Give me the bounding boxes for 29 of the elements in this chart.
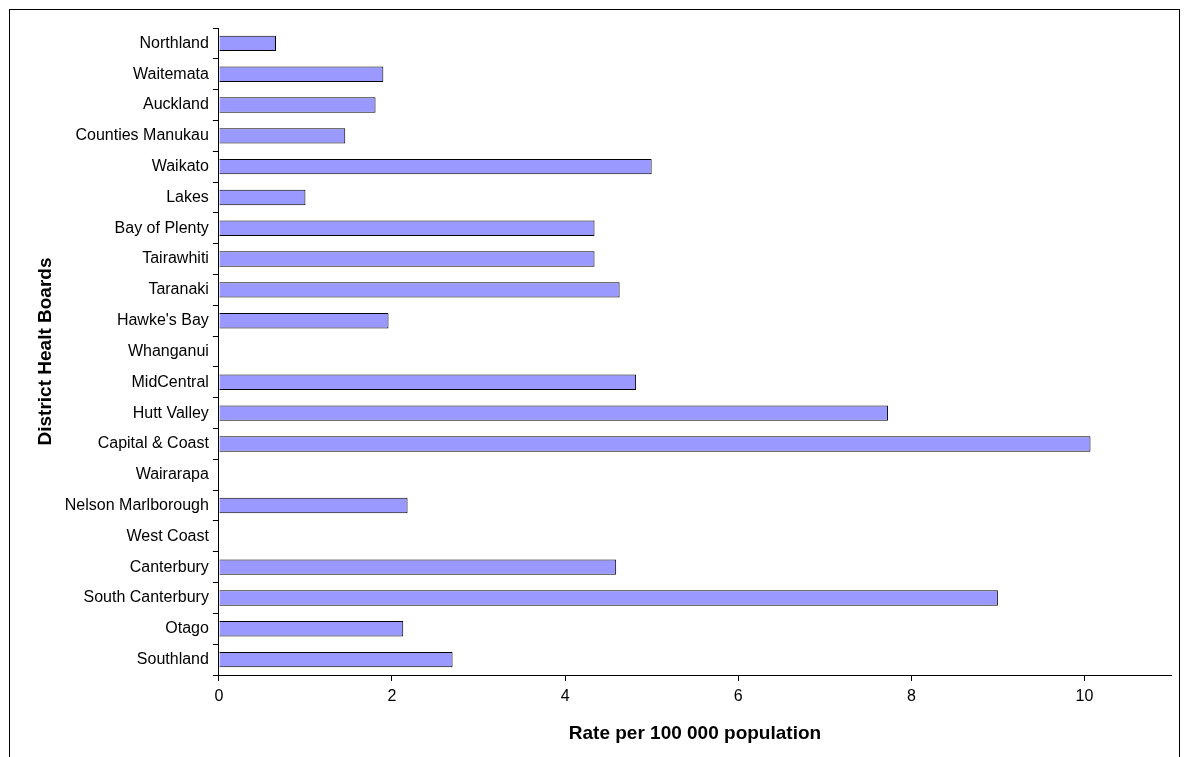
- y-tick-label: Hawke's Bay: [116, 311, 209, 329]
- y-tick-label: Waikato: [151, 157, 209, 175]
- y-axis-title: District Healt Boards: [33, 257, 55, 446]
- y-tick-label: Auckland: [143, 95, 209, 113]
- x-tick-label: 4: [560, 687, 570, 705]
- y-tick-label: Hutt Valley: [132, 403, 209, 421]
- y-tick-label: Otago: [165, 619, 209, 637]
- y-tick-label: Southland: [136, 650, 209, 667]
- y-tick-label: Wairarapa: [135, 465, 209, 483]
- y-tick-label: Bay of Plenty: [114, 218, 209, 236]
- y-tick-label: Counties Manukau: [75, 126, 209, 144]
- y-tick-label: Tairawhiti: [142, 249, 209, 267]
- x-axis-title: Rate per 100 000 population: [568, 721, 822, 743]
- y-tick-label: Taranaki: [148, 280, 209, 298]
- y-tick-label: Whanganui: [127, 341, 209, 359]
- x-tick-label: 8: [906, 687, 916, 705]
- y-tick-label: Nelson Marlborough: [64, 495, 209, 513]
- x-tick-label: 6: [733, 687, 743, 705]
- y-tick-label: Capital & Coast: [97, 434, 210, 452]
- y-tick-label: MidCentral: [131, 372, 209, 390]
- x-tick-label: 10: [1075, 687, 1094, 705]
- x-tick-label: 0: [214, 687, 224, 705]
- y-tick-label: South Canterbury: [83, 588, 209, 606]
- y-tick-label: Canterbury: [129, 557, 209, 575]
- x-tick-label: 2: [387, 687, 397, 705]
- y-tick-label: Northland: [139, 33, 209, 51]
- y-tick-label: West Coast: [126, 526, 210, 544]
- y-tick-label: Lakes: [166, 187, 209, 205]
- y-tick-label: Waitemata: [133, 64, 209, 82]
